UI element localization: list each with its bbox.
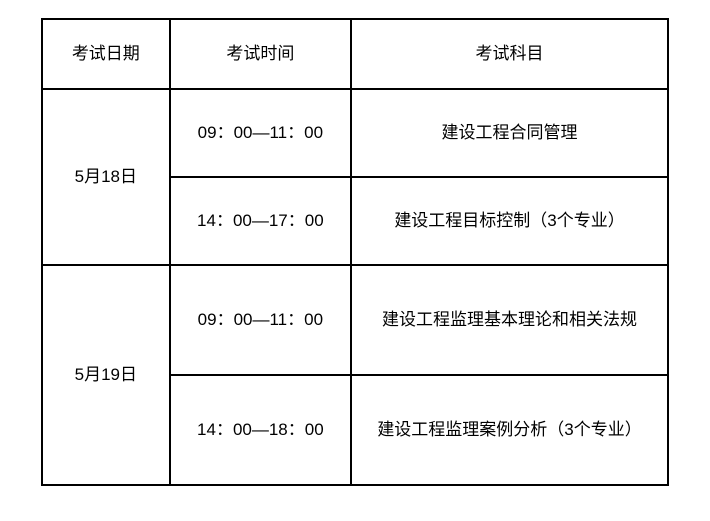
- table-row: 5月18日 09：00—11：00 建设工程合同管理: [42, 89, 668, 177]
- cell-subject: 建设工程合同管理: [351, 89, 668, 177]
- header-date: 考试日期: [42, 19, 170, 89]
- cell-date: 5月18日: [42, 89, 170, 265]
- header-time: 考试时间: [170, 19, 351, 89]
- exam-schedule-table: 考试日期 考试时间 考试科目 5月18日 09：00—11：00 建设工程合同管…: [41, 18, 669, 486]
- cell-subject: 建设工程监理案例分析（3个专业）: [351, 375, 668, 485]
- cell-date: 5月19日: [42, 265, 170, 485]
- cell-subject: 建设工程监理基本理论和相关法规: [351, 265, 668, 375]
- header-subject: 考试科目: [351, 19, 668, 89]
- table-header-row: 考试日期 考试时间 考试科目: [42, 19, 668, 89]
- cell-subject: 建设工程目标控制（3个专业）: [351, 177, 668, 265]
- cell-time: 14：00—18：00: [170, 375, 351, 485]
- cell-time: 14：00—17：00: [170, 177, 351, 265]
- cell-time: 09：00—11：00: [170, 265, 351, 375]
- cell-time: 09：00—11：00: [170, 89, 351, 177]
- table-row: 5月19日 09：00—11：00 建设工程监理基本理论和相关法规: [42, 265, 668, 375]
